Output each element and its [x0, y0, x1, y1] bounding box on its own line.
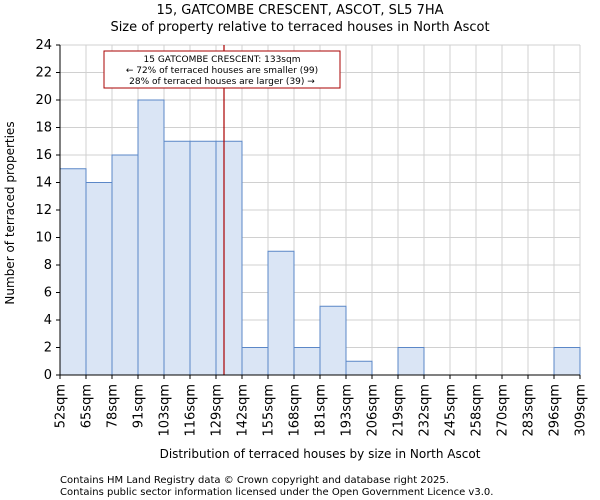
histogram-bar: [553, 347, 581, 376]
x-tick-label: 245sqm: [444, 384, 459, 437]
histogram-bar: [85, 182, 113, 376]
y-tick-label: 4: [44, 313, 52, 328]
y-tick-label: 20: [35, 93, 52, 108]
y-tick-label: 22: [35, 66, 52, 81]
annotation-line: 15 GATCOMBE CRESCENT: 133sqm: [144, 55, 301, 65]
histogram-bar: [241, 347, 269, 376]
x-tick-label: 232sqm: [418, 384, 433, 437]
x-tick-label: 193sqm: [340, 384, 355, 437]
x-tick-label: 309sqm: [574, 384, 589, 437]
x-tick-label: 103sqm: [158, 384, 173, 437]
annotation-box: [103, 50, 341, 89]
histogram-bar: [163, 140, 191, 376]
histogram-bar: [267, 250, 295, 376]
histogram-bar: [345, 360, 373, 376]
x-tick-label: 283sqm: [522, 384, 537, 437]
y-tick-label: 16: [35, 148, 52, 163]
x-tick-label: 219sqm: [392, 384, 407, 437]
histogram-bar: [215, 140, 243, 376]
x-tick-label: 65sqm: [80, 384, 95, 428]
footer-line-1: Contains HM Land Registry data © Crown c…: [60, 475, 449, 486]
x-tick-label: 270sqm: [496, 384, 511, 437]
x-tick-label: 206sqm: [366, 384, 381, 437]
footer-line-2: Contains public sector information licen…: [60, 487, 493, 498]
x-axis-label: Distribution of terraced houses by size …: [160, 447, 481, 461]
x-tick-label: 78sqm: [106, 384, 121, 428]
histogram-bar: [189, 140, 217, 376]
x-tick-label: 142sqm: [236, 384, 251, 437]
chart-title: 15, GATCOMBE CRESCENT, ASCOT, SL5 7HA: [156, 3, 443, 18]
bars-layer: [59, 99, 581, 376]
y-tick-label: 6: [44, 286, 52, 301]
y-axis-label: Number of terraced properties: [3, 121, 17, 304]
y-tick-label: 18: [35, 121, 52, 136]
y-tick-label: 24: [35, 38, 52, 53]
y-tick-label: 2: [44, 341, 52, 356]
histogram-bar: [59, 168, 87, 376]
x-tick-label: 129sqm: [210, 384, 225, 437]
y-tick-label: 14: [35, 176, 52, 191]
y-tick-label: 12: [35, 203, 52, 218]
histogram-bar: [293, 347, 321, 376]
x-tick-label: 181sqm: [314, 384, 329, 437]
x-tick-label: 116sqm: [184, 384, 199, 437]
x-tick-label: 168sqm: [288, 384, 303, 437]
chart-subtitle: Size of property relative to terraced ho…: [110, 20, 489, 35]
x-tick-labels: 52sqm 65sqm 78sqm 91sqm 103sqm 116sqm 129sqm 14…: [54, 384, 589, 437]
x-tick-label: 296sqm: [548, 384, 563, 437]
y-tick-label: 8: [44, 258, 52, 273]
x-tick-label: 155sqm: [262, 384, 277, 437]
x-tick-label: 52sqm: [54, 384, 69, 428]
histogram-bar: [397, 347, 425, 376]
histogram-bar: [111, 154, 139, 376]
axes-layer: [56, 44, 581, 379]
marker-layer: 15 GATCOMBE CRESCENT: 133sqm← 72% of ter…: [103, 45, 341, 375]
histogram-bar: [137, 99, 165, 376]
y-tick-label: 0: [44, 368, 52, 383]
histogram-bar: [319, 305, 347, 376]
annotation-line: ← 72% of terraced houses are smaller (99…: [126, 66, 318, 76]
annotation-line: 28% of terraced houses are larger (39) →: [129, 77, 315, 87]
y-tick-label: 10: [35, 231, 52, 246]
x-tick-label: 258sqm: [470, 384, 485, 437]
x-tick-label: 91sqm: [132, 384, 147, 428]
